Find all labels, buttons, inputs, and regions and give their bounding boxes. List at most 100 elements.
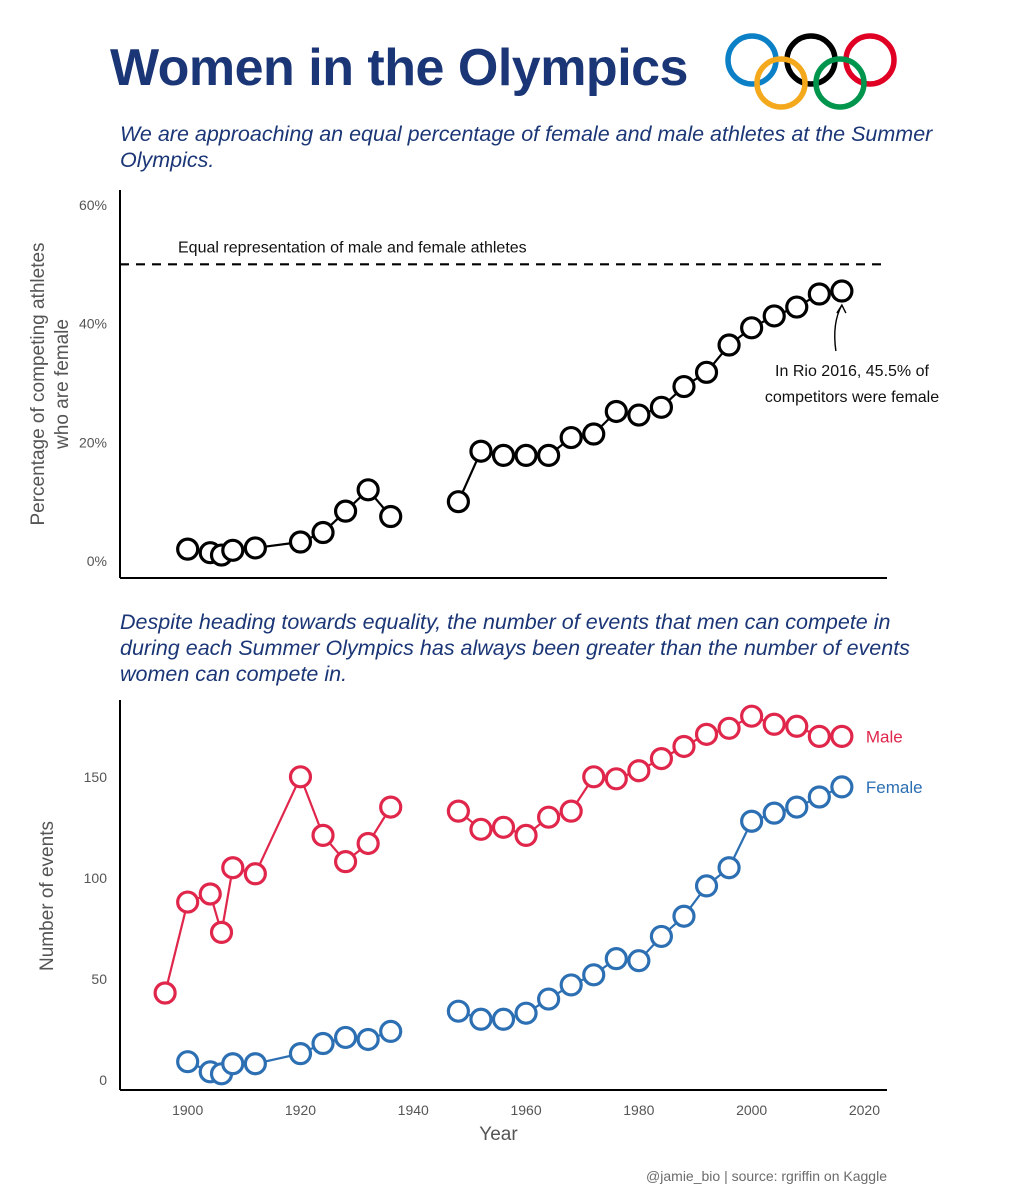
male-events-point bbox=[356, 831, 380, 856]
male-events-point bbox=[807, 724, 831, 748]
ring-yellow bbox=[754, 56, 808, 110]
female-events-point bbox=[311, 1031, 335, 1056]
male-events-point bbox=[311, 823, 335, 847]
male-events-point bbox=[762, 712, 786, 736]
source-credit: @jamie_bio | source: rgriffin on Kaggle bbox=[646, 1168, 887, 1184]
female-events-point bbox=[379, 1019, 403, 1043]
male-events-point bbox=[333, 850, 358, 874]
male-events-point bbox=[153, 981, 177, 1005]
x-tick-label: 1960 bbox=[510, 1102, 541, 1118]
male-events-point bbox=[379, 795, 403, 819]
y-tick-label: 100 bbox=[84, 870, 108, 886]
chart-subtitle-top: We are approaching an equal percentage o… bbox=[120, 122, 933, 172]
female-events-point bbox=[356, 1027, 380, 1052]
y-axis-title: Number of events bbox=[37, 821, 58, 971]
female-share-point bbox=[379, 504, 403, 529]
female-events-point bbox=[762, 801, 786, 825]
x-tick-label: 1940 bbox=[398, 1102, 429, 1118]
female-share-point bbox=[717, 333, 741, 357]
female-series-label: Female bbox=[866, 778, 923, 797]
female-events-point bbox=[559, 973, 583, 997]
female-events-point bbox=[717, 856, 741, 880]
male-events-point bbox=[694, 722, 719, 746]
ring-green bbox=[813, 56, 867, 110]
female-share-point bbox=[559, 425, 583, 450]
y-tick-label: 40% bbox=[79, 316, 107, 332]
male-events-point bbox=[209, 920, 234, 944]
male-events-point bbox=[176, 890, 200, 914]
male-events-segment bbox=[164, 901, 189, 994]
female-events-series bbox=[176, 775, 854, 1086]
female-share-point bbox=[311, 520, 335, 545]
female-events-point bbox=[604, 947, 628, 971]
male-events-point bbox=[446, 799, 470, 823]
male-events-point bbox=[559, 799, 583, 823]
female-events-point bbox=[221, 1052, 245, 1076]
female-events-point bbox=[537, 987, 561, 1011]
female-events-point bbox=[288, 1042, 313, 1066]
female-share-point bbox=[288, 530, 313, 554]
male-events-point bbox=[649, 747, 674, 771]
y-tick-label: 60% bbox=[79, 197, 107, 213]
male-events-point bbox=[537, 805, 561, 829]
female-events-point bbox=[807, 785, 831, 809]
female-events-point bbox=[785, 795, 809, 819]
female-share-point bbox=[491, 443, 516, 467]
female-share-point bbox=[469, 439, 493, 463]
y-tick-label: 50 bbox=[91, 971, 107, 987]
male-events-point bbox=[740, 704, 764, 728]
female-events-point bbox=[446, 999, 470, 1023]
male-events-segment bbox=[254, 776, 302, 875]
x-tick-label: 1900 bbox=[172, 1102, 203, 1118]
x-tick-label: 1980 bbox=[623, 1102, 654, 1118]
female-events-point bbox=[740, 809, 764, 833]
female-events-point bbox=[582, 963, 606, 987]
male-events-point bbox=[627, 759, 651, 783]
x-tick-label: 2000 bbox=[736, 1102, 767, 1118]
female-events-point bbox=[491, 1007, 516, 1031]
rio-annotation: In Rio 2016, 45.5% of competitors were fe… bbox=[765, 363, 939, 406]
olympic-rings-icon bbox=[725, 33, 897, 110]
y-tick-label: 150 bbox=[84, 769, 108, 785]
male-events-point bbox=[604, 767, 628, 791]
female-events-point bbox=[333, 1025, 358, 1050]
female-share-point bbox=[333, 499, 358, 523]
female-share-point bbox=[762, 304, 786, 328]
female-share-point bbox=[740, 316, 764, 340]
male-events-point bbox=[198, 882, 222, 906]
male-events-point bbox=[582, 765, 606, 789]
female-share-point bbox=[356, 478, 380, 502]
male-events-point bbox=[830, 724, 854, 748]
equal-representation-label: Equal representation of male and female … bbox=[178, 239, 527, 256]
female-events-point bbox=[649, 924, 674, 949]
male-series-label: Male bbox=[866, 727, 903, 746]
chart-subtitle-bottom: Despite heading towards equality, the nu… bbox=[120, 610, 910, 686]
female-share-point bbox=[604, 399, 628, 424]
female-events-point bbox=[694, 874, 719, 898]
female-share-point bbox=[649, 395, 674, 419]
female-share-point bbox=[221, 538, 245, 562]
male-events-point bbox=[514, 823, 538, 847]
y-axis-title: Percentage of competing athletes who are … bbox=[28, 242, 73, 525]
female-events-point bbox=[627, 949, 651, 973]
x-tick-label: 1920 bbox=[285, 1102, 316, 1118]
male-events-point bbox=[717, 716, 741, 740]
female-events-point bbox=[469, 1007, 493, 1031]
female-share-point bbox=[243, 536, 267, 560]
x-tick-label: 2020 bbox=[849, 1102, 880, 1118]
female-share-series bbox=[176, 279, 854, 567]
female-share-point bbox=[176, 537, 200, 561]
y-tick-label: 0 bbox=[99, 1072, 107, 1088]
male-events-series bbox=[153, 704, 854, 1005]
female-share-point bbox=[785, 295, 809, 319]
female-events-point bbox=[830, 775, 854, 799]
male-events-point bbox=[672, 734, 696, 759]
x-axis-title: Year bbox=[479, 1124, 518, 1145]
female-share-point bbox=[537, 443, 561, 467]
female-events-point bbox=[243, 1052, 267, 1076]
male-events-point bbox=[221, 856, 245, 880]
male-events-point bbox=[243, 862, 267, 886]
female-share-point bbox=[446, 490, 470, 514]
page-title: Women in the Olympics bbox=[110, 39, 688, 97]
